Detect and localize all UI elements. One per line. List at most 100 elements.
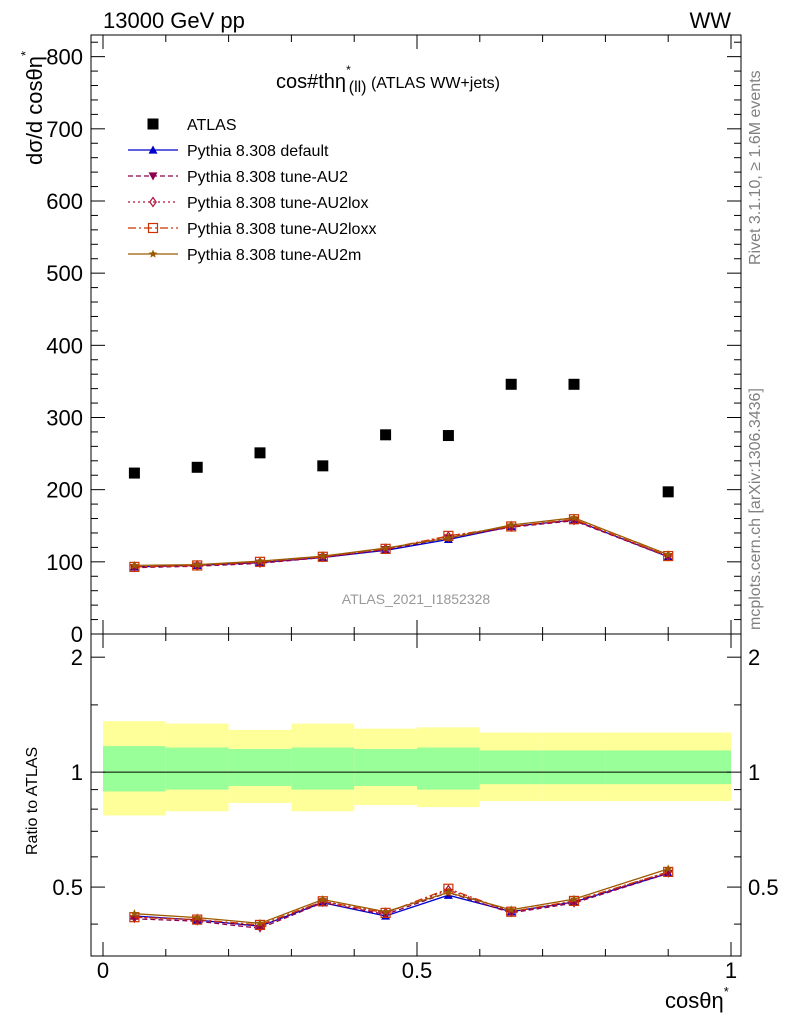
- atlas-data-point: [128, 467, 140, 479]
- main-title-subscript: (ll): [349, 79, 367, 96]
- legend-marker: [147, 222, 159, 234]
- atlas-data-point: [317, 460, 329, 472]
- ratio-y-tick-label-right: 1: [748, 760, 760, 785]
- atlas-data-point: [380, 429, 392, 441]
- x-axis-label-superscript: *: [724, 984, 729, 999]
- legend-label: ATLAS: [187, 117, 237, 134]
- main-y-tick-label: 100: [46, 550, 83, 575]
- mc-point: [663, 550, 673, 559]
- inner-uncertainty-band: [291, 747, 355, 790]
- legend-marker: [149, 196, 157, 208]
- ratio-series-line: [134, 872, 669, 927]
- ratio-point: [381, 907, 390, 916]
- atlas-data-point: [254, 447, 266, 459]
- main-y-axis-label: dσ/d cosθη*: [18, 51, 47, 165]
- ratio-series-line: [134, 872, 669, 929]
- ratio-y-tick-label: 0.5: [52, 875, 83, 900]
- x-axis-label-text: cosθη: [665, 988, 724, 1013]
- legend-label: Pythia 8.308 tune-AU2: [187, 169, 348, 186]
- ratio-point: [130, 909, 139, 918]
- mc-point: [192, 560, 202, 569]
- main-title-superscript: *: [346, 63, 351, 77]
- main-series-group: [128, 378, 674, 573]
- ratio-point: [255, 924, 265, 933]
- ratio-point: [663, 864, 673, 873]
- mc-point: [444, 533, 453, 542]
- analysis-watermark: ATLAS_2021_I1852328: [342, 591, 491, 607]
- legend-entry: Pythia 8.308 tune-AU2m: [128, 247, 361, 264]
- legend-entry: Pythia 8.308 default: [128, 143, 329, 160]
- ratio-y-tick-label-right: 2: [748, 645, 760, 670]
- legend-label: Pythia 8.308 default: [187, 143, 329, 160]
- main-y-tick-label: 500: [46, 261, 83, 286]
- ratio-uncertainty-bands: [103, 721, 731, 816]
- mc-point: [255, 556, 265, 565]
- main-y-tick-label: 700: [46, 117, 83, 142]
- atlas-data-point: [442, 430, 454, 442]
- ratio-panel-frame: [90, 633, 742, 957]
- legend-entry: Pythia 8.308 tune-AU2loxx: [128, 221, 376, 238]
- mc-point: [318, 551, 328, 560]
- main-plot-title: cos#thη* (ll) (ATLAS WW+jets): [276, 63, 500, 96]
- ratio-x-tick-label: 0.5: [402, 958, 433, 983]
- main-series-line: [134, 519, 669, 568]
- atlas-data-point: [505, 378, 517, 390]
- inner-uncertainty-band: [417, 747, 480, 790]
- inner-uncertainty-band: [605, 750, 731, 785]
- ratio-y-axis: 0.5 0.5 1 1 2 2: [52, 645, 779, 925]
- ratio-x-tick-label: 0: [97, 958, 109, 983]
- inner-uncertainty-band: [103, 746, 166, 792]
- ratio-point: [506, 905, 516, 914]
- legend: ATLAS Pythia 8.308 default Pythia 8.308 tu…: [128, 117, 376, 264]
- ratio-point: [318, 894, 328, 904]
- legend-entry: Pythia 8.308 tune-AU2: [128, 169, 348, 186]
- mc-point: [444, 531, 453, 543]
- ratio-point: [444, 887, 453, 897]
- legend-label: Pythia 8.308 tune-AU2lox: [187, 195, 368, 212]
- ratio-point: [192, 913, 202, 922]
- mc-point: [506, 520, 516, 529]
- atlas-data-point: [662, 486, 674, 498]
- ratio-point: [255, 918, 265, 927]
- atlas-data-point: [191, 461, 203, 473]
- main-y-tick-label: 300: [46, 405, 83, 430]
- main-series-line: [134, 519, 669, 568]
- legend-marker: [148, 249, 158, 258]
- ratio-x-tick-label: 1: [725, 958, 737, 983]
- legend-marker: [148, 172, 158, 181]
- main-y-tick-label: 0: [71, 622, 83, 647]
- rivet-version-label: Rivet 3.1.10, ≥ 1.6M events: [747, 70, 764, 265]
- main-y-axis-label-text: dσ/d cosθη: [22, 56, 47, 165]
- inner-uncertainty-band: [542, 750, 606, 785]
- mc-point: [443, 530, 454, 541]
- main-y-tick-label: 600: [46, 189, 83, 214]
- main-y-axis: 0 100 200 300 400 500 600 700 800: [46, 35, 741, 647]
- mc-point: [569, 513, 579, 522]
- mc-point: [381, 543, 390, 552]
- legend-marker: [147, 118, 159, 130]
- main-title-rest: (ATLAS WW+jets): [367, 75, 501, 92]
- header-energy-label: 13000 GeV pp: [103, 8, 245, 33]
- ratio-y-axis-label: Ratio to ATLAS: [24, 747, 41, 855]
- ratio-point: [444, 884, 453, 896]
- ratio-point: [569, 894, 579, 903]
- mcplots-reference-label: mcplots.cern.ch [arXiv:1306.3436]: [747, 388, 764, 630]
- header-process-label: WW: [689, 8, 731, 33]
- mc-point: [130, 560, 139, 570]
- main-y-tick-label: 400: [46, 333, 83, 358]
- ratio-y-tick-label: 2: [71, 645, 83, 670]
- legend-label: Pythia 8.308 tune-AU2m: [187, 247, 361, 264]
- main-y-axis-label-superscript: *: [18, 51, 33, 56]
- main-y-tick-label: 200: [46, 478, 83, 503]
- main-series-line: [134, 520, 669, 569]
- inner-uncertainty-band: [165, 747, 229, 790]
- main-y-tick-label: 800: [46, 45, 83, 70]
- legend-label: Pythia 8.308 tune-AU2loxx: [187, 221, 376, 238]
- x-axis-label: cosθη*: [665, 984, 729, 1013]
- ratio-x-axis: 0 0.5 1: [97, 634, 737, 983]
- ratio-y-tick-label-right: 0.5: [748, 875, 779, 900]
- legend-entry: Pythia 8.308 tune-AU2lox: [128, 195, 368, 212]
- legend-marker: [148, 145, 158, 154]
- ratio-y-tick-label: 1: [71, 760, 83, 785]
